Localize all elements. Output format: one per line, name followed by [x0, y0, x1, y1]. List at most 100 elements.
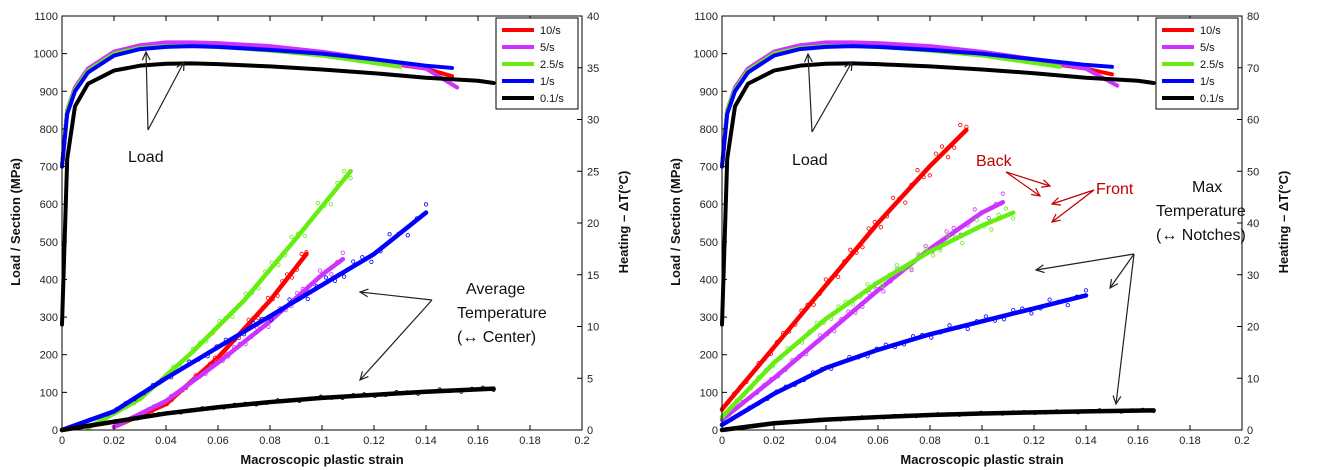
legend-label: 5/s	[1200, 42, 1215, 54]
y-tick-label-right: 20	[1247, 322, 1259, 334]
legend: 10/s 5/s 2.5/s 1/s 0.1/s	[495, 17, 579, 110]
y-tick-label-left: 1100	[34, 11, 58, 23]
arrow-max-b	[1109, 253, 1135, 289]
arrow-front-a-head	[1050, 197, 1062, 206]
temp-marker-2.5/s	[974, 218, 979, 223]
temp-marker-5/s	[1000, 191, 1005, 196]
annotation-load: Load	[128, 149, 164, 166]
temp-marker-10/s	[958, 122, 963, 128]
temp-marker-10/s	[299, 251, 304, 257]
temp-marker-2.5/s	[865, 282, 870, 287]
x-tick-label: 0.02	[763, 435, 784, 447]
temp-marker-1/s	[305, 296, 310, 302]
legend-label: 10/s	[540, 25, 561, 37]
temp-line-10/s	[719, 127, 969, 412]
arrow-back-b	[1005, 171, 1051, 187]
x-tick-label: 0.2	[574, 435, 589, 447]
y-tick-label-right: 0	[587, 425, 593, 437]
x-tick-label: 0.04	[815, 435, 836, 447]
y-tick-label-left: 300	[700, 312, 718, 324]
temp-marker-2.5/s	[315, 200, 320, 206]
y-tick-label-right: 10	[1247, 373, 1259, 385]
y-tick-label-left: 600	[40, 199, 58, 211]
y-tick-label-left: 900	[700, 86, 718, 98]
y-axis-label-right: Heating – ΔT(°C)	[1276, 171, 1291, 274]
x-tick-label: 0.12	[363, 435, 384, 447]
y-tick-label-left: 300	[40, 312, 58, 324]
temp-marker-10/s	[878, 225, 883, 230]
y-tick-label-left: 800	[40, 124, 58, 136]
legend-label: 0.1/s	[540, 93, 564, 105]
x-tick-label: 0.2	[1234, 435, 1249, 447]
temp-marker-10/s	[866, 226, 871, 231]
x-tick-label: 0.02	[103, 435, 124, 447]
temp-marker-5/s	[909, 267, 914, 273]
chart-right-svg: 0 0.02 0.04 0.06 0.08 0.1 0.12 0.14 0.16 0.18 0.20…	[668, 11, 1291, 467]
temp-marker-2.5/s	[289, 234, 294, 240]
arrow-back-b-head	[1041, 179, 1052, 188]
temp-marker-2.5/s	[1011, 216, 1016, 221]
arrow-temp-b-head	[359, 371, 369, 382]
temp-marker-1/s	[965, 326, 970, 332]
temp-marker-2.5/s	[328, 202, 334, 207]
y-tick-label-left: 500	[40, 237, 58, 249]
y-tick-label-left: 100	[700, 387, 718, 399]
temp-marker-1/s	[1065, 303, 1070, 308]
arrow-max-b-head	[1109, 279, 1119, 290]
y-tick-label-left: 500	[700, 237, 718, 249]
arrow-front-a	[1051, 189, 1095, 205]
x-tick-label: 0.08	[259, 435, 280, 447]
arrow-load-a	[145, 51, 149, 131]
temp-marker-10/s	[933, 151, 938, 156]
arrow-max-c-head	[1112, 395, 1122, 406]
legend-label: 10/s	[1200, 25, 1221, 37]
x-tick-label: 0.06	[207, 435, 228, 447]
y-tick-label-right: 50	[1247, 166, 1259, 178]
x-tick-label: 0.12	[1023, 435, 1044, 447]
x-tick-label: 0.14	[415, 435, 436, 447]
temp-marker-2.5/s	[348, 176, 353, 181]
temp-marker-5/s	[881, 289, 886, 294]
y-tick-label-left: 700	[40, 162, 58, 174]
temp-marker-5/s	[340, 250, 345, 255]
legend-label: 2.5/s	[1200, 59, 1224, 71]
temp-marker-1/s	[423, 202, 429, 207]
load-line-1/s	[60, 44, 454, 169]
temp-marker-10/s	[835, 274, 841, 280]
temp-marker-10/s	[945, 155, 951, 160]
temp-marker-5/s	[317, 268, 323, 273]
x-tick-label: 0.16	[467, 435, 488, 447]
temp-marker-2.5/s	[945, 233, 950, 238]
temp-marker-2.5/s	[923, 246, 928, 251]
arrow-back-a	[1005, 171, 1041, 197]
x-tick-label: 0.16	[1127, 435, 1148, 447]
temp-line-1/s	[59, 210, 429, 433]
temp-line-2.5/s	[719, 210, 1016, 420]
annotation-average: Average	[466, 281, 525, 298]
arrow-load-b-head	[176, 60, 185, 72]
temp-marker-2.5/s	[989, 227, 994, 232]
arrow-max-a-head	[1034, 264, 1045, 274]
y-tick-label-left: 0	[712, 425, 718, 437]
temp-marker-2.5/s	[894, 263, 899, 268]
arrow-load-a-head	[803, 52, 813, 63]
y-tick-label-left: 1100	[694, 11, 718, 23]
temp-marker-5/s	[923, 243, 928, 249]
temp-marker-2.5/s	[909, 266, 914, 271]
temp-line-0.1/s	[59, 386, 496, 433]
temp-marker-5/s	[986, 216, 991, 221]
y-axis-label-right: Heating – ΔT(°C)	[616, 171, 631, 274]
legend-label: 5/s	[540, 42, 555, 54]
y-tick-label-left: 400	[40, 274, 58, 286]
temp-marker-1/s	[1047, 297, 1052, 302]
y-tick-label-right: 25	[587, 166, 599, 178]
chart-left-svg: 0 0.02 0.04 0.06 0.08 0.1 0.12 0.14 0.16 0.18 0.20…	[8, 11, 631, 467]
temp-marker-2.5/s	[341, 169, 347, 174]
x-tick-label: 0.04	[155, 435, 176, 447]
arrow-temp-a	[359, 291, 433, 301]
y-tick-label-left: 200	[40, 350, 58, 362]
y-tick-label-left: 1000	[694, 49, 718, 61]
temp-marker-5/s	[944, 229, 949, 234]
y-tick-label-left: 400	[700, 274, 718, 286]
annotation-temperature: Temperature	[457, 305, 547, 322]
